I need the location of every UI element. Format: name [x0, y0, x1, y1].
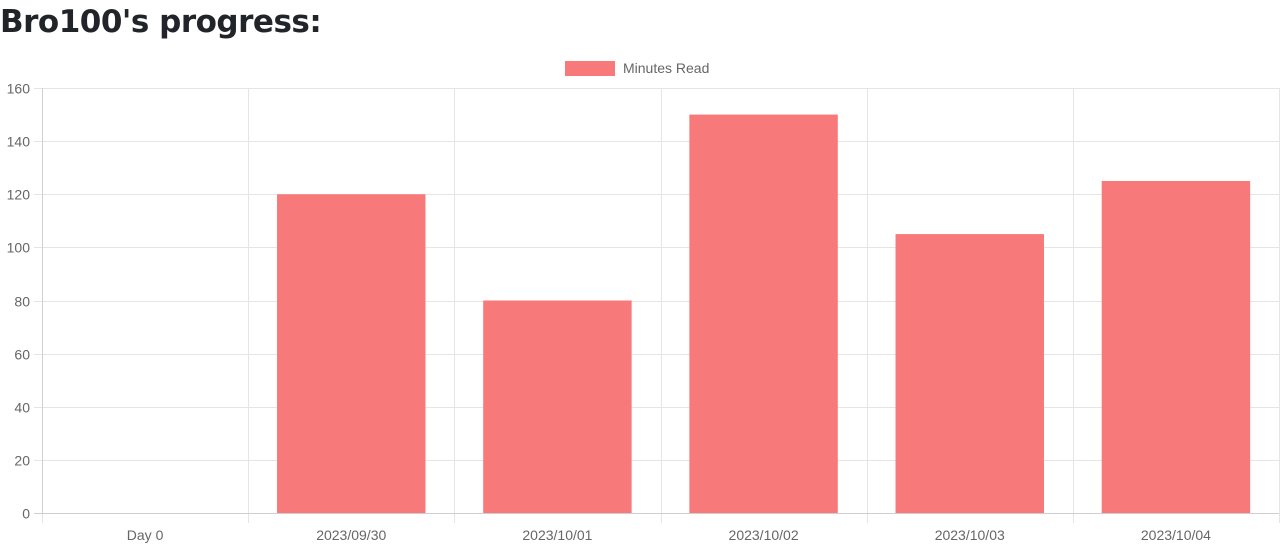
x-tick-label: 2023/10/01 [522, 527, 592, 543]
x-tick-label: 2023/09/30 [316, 527, 386, 543]
y-tick-label: 80 [14, 294, 30, 310]
page-title: Bro100's progress: [0, 4, 322, 40]
bar[interactable] [689, 114, 838, 513]
axes: 0 20 40 60 80 100 120 140 160 Day 0 2023/09/30 2023… [7, 81, 1279, 543]
x-tick-label: 2023/10/04 [1141, 527, 1211, 543]
x-tick-label: Day 0 [127, 527, 164, 543]
legend-label[interactable]: Minutes Read [623, 60, 709, 76]
bar[interactable] [483, 300, 632, 514]
bar-chart: 0 20 40 60 80 100 120 140 160 Day 0 2023/09/30 2023… [0, 52, 1282, 547]
x-tick-label: 2023/10/02 [729, 527, 799, 543]
bar[interactable] [277, 194, 426, 513]
legend[interactable]: Minutes Read [565, 60, 709, 76]
y-tick-label: 160 [7, 81, 31, 97]
legend-swatch[interactable] [565, 61, 615, 76]
bar[interactable] [1101, 180, 1251, 513]
bars [277, 114, 1251, 514]
y-tick-label: 100 [7, 240, 31, 256]
chart-canvas: 0 20 40 60 80 100 120 140 160 Day 0 2023/09/30 2023… [7, 60, 1280, 543]
y-tick-label: 120 [7, 187, 31, 203]
y-tick-label: 60 [14, 347, 30, 363]
y-tick-label: 0 [22, 506, 30, 522]
y-tick-label: 40 [14, 400, 30, 416]
y-tick-label: 20 [14, 453, 30, 469]
grid-lines [34, 88, 1280, 523]
x-tick-label: 2023/10/03 [935, 527, 1005, 543]
bar[interactable] [895, 234, 1044, 513]
y-tick-label: 140 [7, 134, 31, 150]
